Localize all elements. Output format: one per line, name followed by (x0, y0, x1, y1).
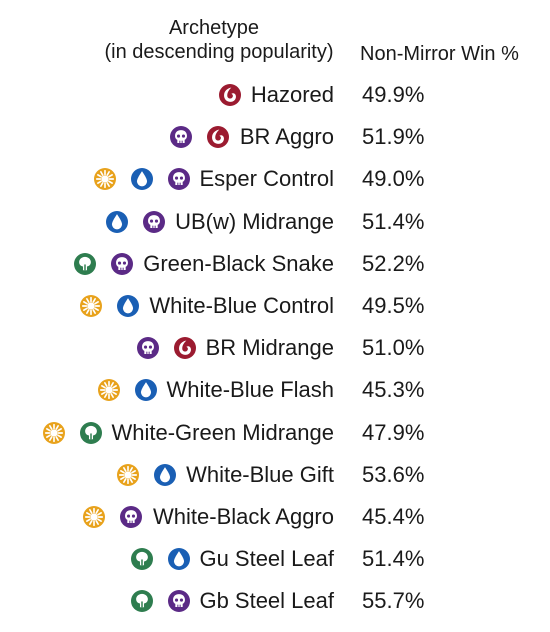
white-mana-icon (97, 379, 120, 402)
table-row: White-Blue Flash 45.3% (0, 372, 550, 408)
win-rate-value: 47.9% (362, 419, 425, 445)
white-mana-icon (42, 421, 65, 444)
archetype-name: BR Aggro (239, 124, 334, 150)
win-rate-value: 51.4% (362, 208, 425, 234)
red-mana-icon (173, 337, 196, 360)
table-row: BR Midrange 51.0% (0, 330, 550, 366)
blue-mana-icon (154, 463, 177, 486)
win-rate-value: 53.6% (362, 461, 425, 487)
black-mana-icon (111, 252, 134, 275)
win-rate-value: 51.4% (362, 546, 425, 572)
blue-mana-icon (117, 295, 140, 317)
archetype-name: Gb Steel Leaf (199, 588, 334, 614)
green-mana-icon (74, 252, 97, 275)
archetype-name: UB(w) Midrange (175, 208, 334, 234)
blue-mana-icon (134, 379, 157, 402)
archetype-name: White-Blue Control (149, 293, 334, 318)
green-mana-icon (130, 590, 153, 613)
win-rate-value: 49.5% (362, 293, 425, 318)
archetype-header: Archetype (168, 17, 260, 39)
archetype-name: White-Green Midrange (111, 419, 334, 445)
win-rate-value: 55.7% (362, 588, 425, 614)
win-rate-value: 45.4% (362, 504, 425, 529)
archetype-header-subtitle: (in descending popularity) (104, 41, 334, 63)
black-mana-icon (167, 168, 190, 191)
win-rate-value: 51.0% (362, 335, 425, 361)
red-mana-icon (218, 84, 241, 106)
black-mana-icon (136, 337, 159, 360)
black-mana-icon (119, 506, 142, 528)
green-mana-icon (130, 548, 153, 571)
table-row: UB(w) Midrange 51.4% (0, 204, 550, 240)
archetype-name: BR Midrange (205, 335, 334, 361)
archetype-name: White-Blue Flash (166, 377, 334, 403)
black-mana-icon (169, 126, 192, 149)
blue-mana-icon (167, 548, 190, 571)
white-mana-icon (82, 506, 105, 528)
win-rate-header: Non-Mirror Win % (360, 43, 519, 65)
archetype-name: White-Blue Gift (186, 461, 334, 487)
white-mana-icon (93, 168, 116, 191)
archetype-name: White-Black Aggro (153, 504, 334, 529)
table-row: White-Blue Control 49.5% (0, 288, 550, 324)
table-row: Gb Steel Leaf 55.7% (0, 583, 550, 619)
win-rate-value: 51.9% (362, 124, 425, 150)
table-row: Hazored 49.9% (0, 77, 550, 113)
win-rate-value: 52.2% (362, 250, 425, 276)
blue-mana-icon (130, 168, 153, 191)
archetype-name: Esper Control (199, 166, 334, 192)
table-row: Gu Steel Leaf 51.4% (0, 541, 550, 577)
table-row: White-Green Midrange 47.9% (0, 415, 550, 451)
white-mana-icon (117, 463, 140, 486)
table-row: BR Aggro 51.9% (0, 119, 550, 155)
white-mana-icon (80, 295, 103, 317)
table-row: Green-Black Snake 52.2% (0, 246, 550, 282)
table-row: Esper Control 49.0% (0, 161, 550, 197)
table-row: White-Blue Gift 53.6% (0, 457, 550, 493)
archetype-name: Green-Black Snake (143, 250, 334, 276)
archetype-name: Gu Steel Leaf (199, 546, 334, 572)
black-mana-icon (167, 590, 190, 613)
win-rate-value: 45.3% (362, 377, 425, 403)
win-rate-value: 49.0% (362, 166, 425, 192)
win-rate-value: 49.9% (362, 82, 425, 107)
blue-mana-icon (106, 210, 129, 233)
archetype-name: Hazored (250, 82, 334, 107)
table-row: White-Black Aggro 45.4% (0, 499, 550, 535)
black-mana-icon (143, 210, 166, 233)
green-mana-icon (79, 421, 102, 444)
red-mana-icon (206, 126, 229, 149)
